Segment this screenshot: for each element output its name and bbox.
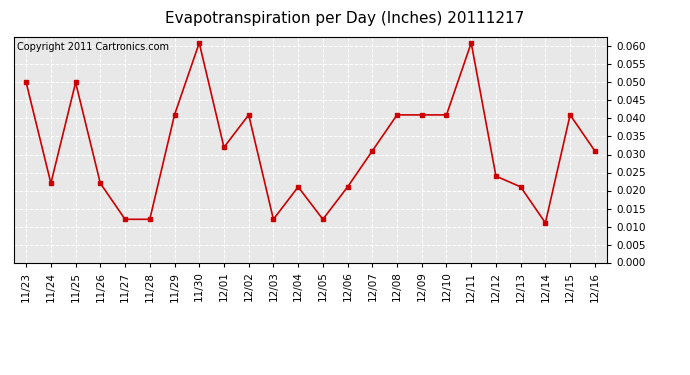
Text: Evapotranspiration per Day (Inches) 20111217: Evapotranspiration per Day (Inches) 2011… bbox=[166, 11, 524, 26]
Text: Copyright 2011 Cartronics.com: Copyright 2011 Cartronics.com bbox=[17, 42, 169, 52]
